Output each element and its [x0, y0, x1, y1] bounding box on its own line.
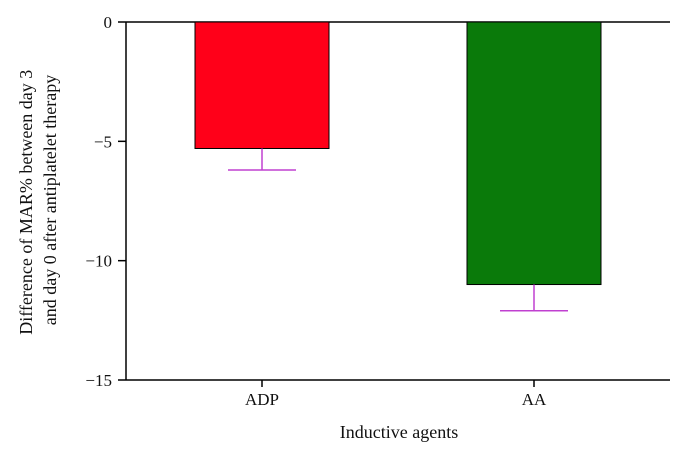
x-tick-label: ADP: [245, 390, 279, 409]
plot-layer: 0 −5 −10 −15 ADP AA: [85, 13, 670, 409]
y-tick-label: −15: [85, 371, 112, 390]
y-tick-label: −5: [94, 132, 112, 151]
x-tick-label: AA: [522, 390, 547, 409]
x-axis-label: Inductive agents: [340, 422, 458, 442]
y-tick-label: −10: [85, 252, 112, 271]
bar-aa: [466, 21, 602, 286]
y-axis-label: Difference of MAR% between day 3 and day…: [16, 65, 60, 335]
y-axis-label-line-2: and day 0 after antiplatelet therapy: [40, 75, 60, 325]
bar-adp: [194, 21, 330, 149]
y-tick-label: 0: [104, 13, 113, 32]
y-axis-label-line-1: Difference of MAR% between day 3: [16, 70, 36, 335]
